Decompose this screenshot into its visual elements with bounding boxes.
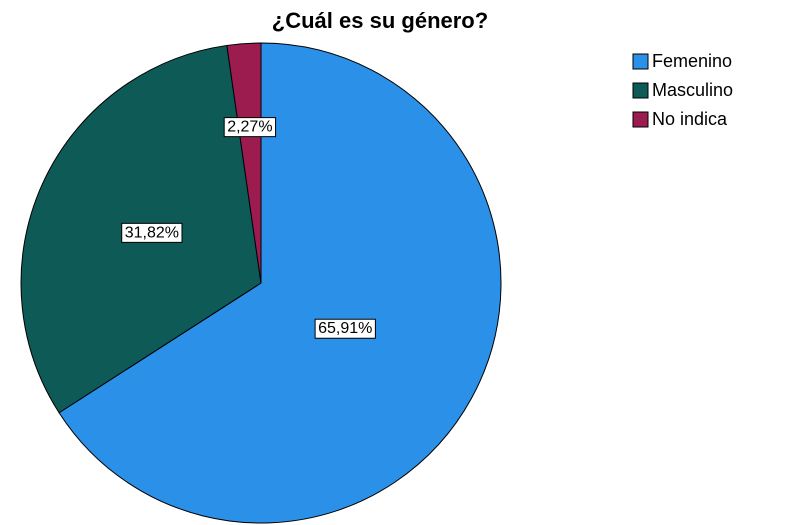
pie-slice (226, 42, 262, 284)
data-label-box (223, 117, 277, 138)
pie-slice (58, 42, 502, 524)
legend-label: No indica (652, 109, 728, 129)
legend-swatch (632, 82, 649, 99)
data-label: 65,91% (318, 320, 372, 337)
data-label-box (121, 222, 183, 243)
legend-swatch (632, 111, 649, 128)
data-label-box (314, 318, 376, 339)
legend-label: Masculino (652, 80, 733, 100)
chart-title: ¿Cuál es su género? (272, 8, 488, 33)
data-label: 31,82% (125, 224, 179, 241)
legend-swatch (632, 53, 649, 70)
data-label: 2,27% (227, 119, 272, 136)
legend-label: Femenino (652, 51, 732, 71)
